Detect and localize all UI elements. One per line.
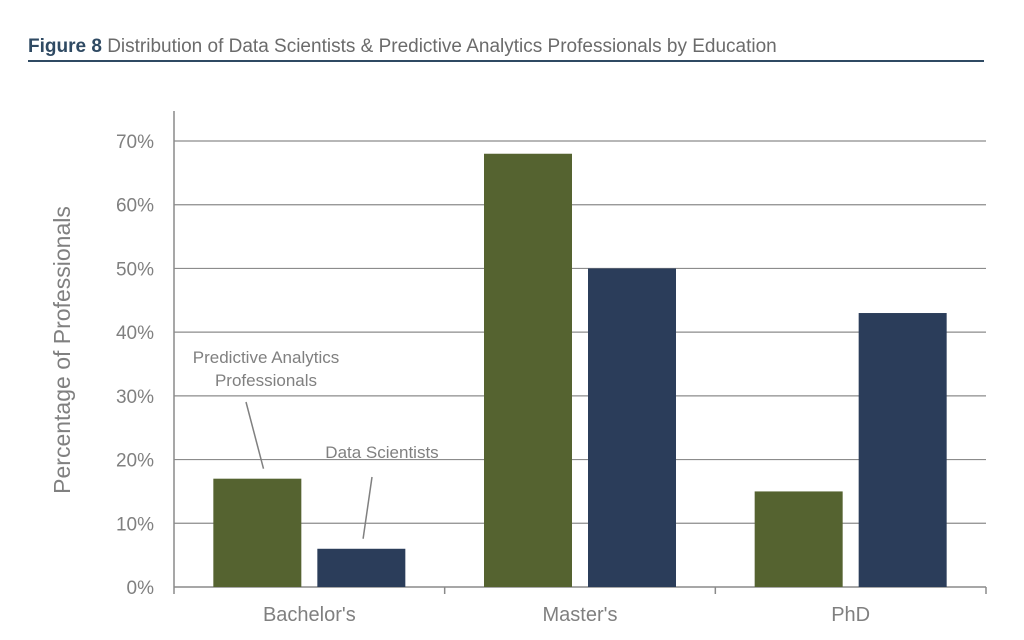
bar [754,491,843,587]
figure-header: Figure 8 Distribution of Data Scientists… [28,36,984,62]
x-tick-label: PhD [831,604,870,626]
bar [484,153,572,587]
figure-title: Distribution of Data Scientists & Predic… [107,36,777,57]
x-tick-label: Bachelor's [263,604,356,626]
series-label-predictive-analytics: Professionals [215,371,317,390]
y-tick-label: 0% [127,578,155,599]
figure-number: Figure 8 [28,36,102,57]
y-tick-label: 20% [116,451,154,472]
series-label-predictive-analytics: Predictive Analytics [193,348,339,367]
callout-line [362,476,373,539]
bar [317,548,406,587]
bar [213,478,302,587]
y-tick-label: 40% [116,323,154,344]
series-label-data-scientists: Data Scientists [325,443,438,462]
bar [588,268,676,587]
y-tick-label: 70% [116,132,154,153]
callout-line [245,401,265,469]
y-tick-label: 30% [116,387,154,408]
y-tick-label: 50% [116,259,154,280]
bar [858,313,947,587]
y-tick-label: 10% [116,514,154,535]
y-tick-label: 60% [116,196,154,217]
x-tick-label: Master's [543,604,618,626]
y-axis-title: Percentage of Professionals [49,206,75,494]
